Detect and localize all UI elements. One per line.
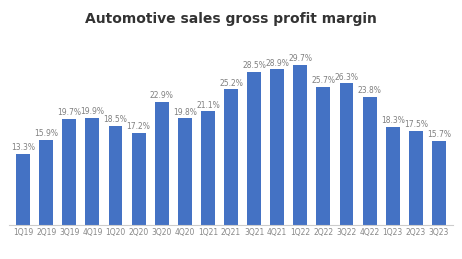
Text: 17.5%: 17.5% xyxy=(404,120,428,129)
Text: 18.3%: 18.3% xyxy=(381,116,405,125)
Bar xyxy=(270,69,284,225)
Text: 19.9%: 19.9% xyxy=(80,107,104,116)
Text: 13.3%: 13.3% xyxy=(11,143,35,152)
Bar xyxy=(386,127,400,225)
Bar xyxy=(85,118,99,225)
Bar xyxy=(62,119,76,225)
Title: Automotive sales gross profit margin: Automotive sales gross profit margin xyxy=(85,12,377,26)
Bar xyxy=(39,140,53,225)
Bar xyxy=(155,102,169,225)
Bar xyxy=(316,87,330,225)
Text: 26.3%: 26.3% xyxy=(334,73,359,82)
Bar xyxy=(247,71,261,225)
Bar xyxy=(201,111,215,225)
Bar xyxy=(340,83,353,225)
Text: 15.7%: 15.7% xyxy=(427,130,451,139)
Text: 21.1%: 21.1% xyxy=(196,101,220,110)
Bar xyxy=(293,65,307,225)
Text: 28.5%: 28.5% xyxy=(242,61,266,70)
Text: 25.2%: 25.2% xyxy=(219,79,243,88)
Bar xyxy=(178,119,192,225)
Text: 29.7%: 29.7% xyxy=(288,54,312,63)
Text: 17.2%: 17.2% xyxy=(127,122,151,131)
Text: 25.7%: 25.7% xyxy=(311,76,335,85)
Bar xyxy=(409,131,423,225)
Text: 19.7%: 19.7% xyxy=(57,109,81,117)
Text: 28.9%: 28.9% xyxy=(265,59,289,68)
Text: 22.9%: 22.9% xyxy=(150,91,174,100)
Bar xyxy=(224,89,238,225)
Text: 15.9%: 15.9% xyxy=(34,129,58,138)
Bar xyxy=(16,154,30,225)
Bar xyxy=(109,126,122,225)
Bar xyxy=(363,97,377,225)
Text: 19.8%: 19.8% xyxy=(173,108,197,117)
Bar xyxy=(132,133,146,225)
Text: 18.5%: 18.5% xyxy=(103,115,128,124)
Bar xyxy=(432,141,446,225)
Text: 23.8%: 23.8% xyxy=(358,86,382,95)
